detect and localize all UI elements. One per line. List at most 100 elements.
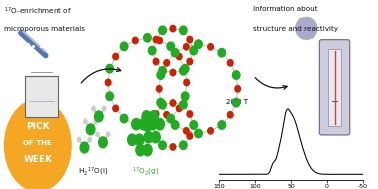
Circle shape — [187, 111, 193, 117]
FancyBboxPatch shape — [328, 49, 341, 126]
Circle shape — [155, 119, 164, 130]
Circle shape — [83, 119, 87, 124]
Circle shape — [96, 132, 100, 137]
Circle shape — [171, 121, 179, 129]
Circle shape — [157, 37, 163, 44]
Circle shape — [235, 86, 240, 92]
Circle shape — [218, 121, 226, 129]
Circle shape — [177, 105, 182, 112]
Circle shape — [148, 46, 156, 55]
Circle shape — [208, 128, 214, 134]
Circle shape — [144, 123, 151, 131]
Circle shape — [177, 53, 182, 60]
Circle shape — [153, 133, 159, 139]
Circle shape — [183, 44, 189, 50]
Circle shape — [91, 106, 96, 111]
Circle shape — [167, 42, 175, 51]
Circle shape — [144, 132, 153, 143]
Circle shape — [184, 79, 189, 86]
Circle shape — [113, 105, 118, 112]
Circle shape — [149, 111, 158, 122]
Circle shape — [232, 98, 240, 107]
Circle shape — [5, 100, 71, 189]
Circle shape — [171, 48, 179, 57]
Circle shape — [132, 119, 141, 130]
Circle shape — [106, 92, 113, 101]
Circle shape — [136, 144, 145, 156]
Circle shape — [232, 71, 240, 79]
Circle shape — [94, 119, 98, 124]
Circle shape — [139, 119, 148, 130]
Circle shape — [148, 121, 156, 129]
Circle shape — [159, 101, 166, 109]
Circle shape — [105, 79, 111, 86]
Circle shape — [148, 119, 157, 130]
Circle shape — [170, 100, 176, 106]
Circle shape — [187, 58, 193, 65]
Circle shape — [228, 60, 233, 66]
Circle shape — [180, 26, 187, 35]
FancyBboxPatch shape — [319, 40, 350, 135]
FancyArrowPatch shape — [255, 78, 287, 89]
Circle shape — [135, 134, 144, 146]
Circle shape — [102, 106, 106, 111]
Circle shape — [80, 142, 89, 153]
Text: WEEK: WEEK — [23, 155, 53, 164]
Circle shape — [159, 26, 166, 35]
Circle shape — [77, 137, 81, 142]
Text: PICK: PICK — [26, 122, 50, 131]
Circle shape — [170, 144, 176, 150]
Text: $^{17}$O-enrichment of: $^{17}$O-enrichment of — [4, 6, 72, 17]
Circle shape — [94, 111, 103, 122]
Text: $^{17}$O$_2$(g): $^{17}$O$_2$(g) — [132, 166, 160, 178]
Circle shape — [99, 137, 107, 148]
Circle shape — [164, 112, 169, 118]
Circle shape — [181, 64, 189, 73]
Circle shape — [180, 101, 187, 109]
Circle shape — [157, 98, 164, 107]
Circle shape — [295, 17, 317, 40]
Circle shape — [187, 133, 193, 139]
Circle shape — [153, 36, 159, 43]
Circle shape — [157, 121, 163, 128]
Text: Information about: Information about — [253, 6, 318, 12]
FancyArrowPatch shape — [81, 68, 121, 83]
Circle shape — [151, 132, 160, 143]
Circle shape — [218, 48, 226, 57]
Circle shape — [143, 144, 152, 156]
Circle shape — [159, 141, 166, 149]
Text: OF THE: OF THE — [23, 140, 52, 146]
FancyBboxPatch shape — [25, 76, 58, 117]
Circle shape — [164, 60, 169, 66]
Circle shape — [106, 64, 113, 73]
Circle shape — [183, 128, 189, 134]
Text: microporous materials: microporous materials — [4, 26, 85, 33]
Circle shape — [157, 71, 164, 79]
Circle shape — [156, 86, 162, 92]
Circle shape — [86, 124, 95, 135]
Circle shape — [88, 137, 92, 142]
Circle shape — [144, 34, 151, 42]
Circle shape — [181, 92, 189, 101]
Circle shape — [170, 69, 176, 76]
Circle shape — [142, 111, 151, 122]
Circle shape — [106, 132, 110, 137]
Circle shape — [170, 25, 176, 32]
Circle shape — [208, 44, 214, 50]
Circle shape — [153, 58, 159, 65]
Circle shape — [132, 37, 138, 44]
Circle shape — [190, 46, 197, 55]
Circle shape — [228, 112, 233, 118]
Text: H$_2$$^{17}$O(l): H$_2$$^{17}$O(l) — [79, 166, 109, 178]
Circle shape — [195, 40, 202, 48]
Circle shape — [167, 114, 175, 123]
Circle shape — [120, 42, 128, 51]
Text: 20.0 T: 20.0 T — [226, 99, 249, 105]
Circle shape — [113, 53, 118, 60]
Circle shape — [153, 111, 159, 117]
Circle shape — [180, 141, 187, 149]
Text: structure and reactivity: structure and reactivity — [253, 26, 338, 33]
Circle shape — [187, 36, 193, 43]
Circle shape — [120, 114, 128, 123]
Circle shape — [132, 121, 138, 128]
